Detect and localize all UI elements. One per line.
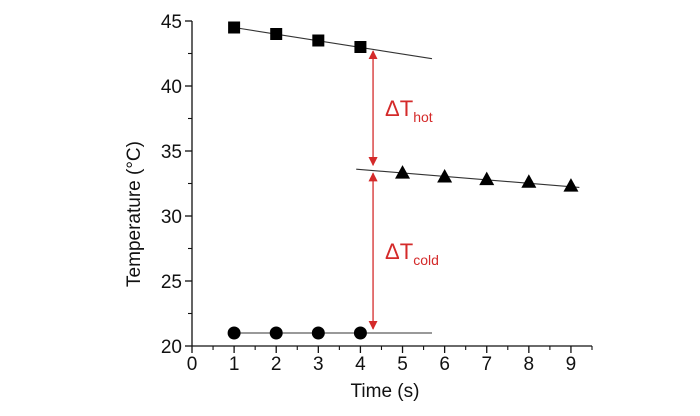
data-point-triangle (437, 169, 453, 183)
x-tick-label: 1 (229, 354, 240, 375)
y-tick-label: 25 (161, 272, 182, 293)
fit-line-square (234, 26, 433, 60)
x-axis-title: Time (s) (351, 381, 420, 402)
y-tick-label: 45 (161, 12, 182, 33)
fit-line-triangle (356, 168, 580, 188)
data-point-square (228, 21, 241, 34)
data-point-circle (227, 326, 241, 340)
x-tick-label: 7 (481, 354, 492, 375)
x-tick-label: 6 (439, 354, 450, 375)
data-point-triangle (563, 178, 579, 192)
y-tick-label: 30 (161, 207, 182, 228)
x-tick-label: 4 (355, 354, 366, 375)
data-point-square (354, 41, 367, 53)
data-point-circle (311, 326, 325, 340)
data-markers (227, 21, 579, 340)
data-point-triangle (395, 165, 411, 179)
data-point-square (270, 28, 283, 40)
x-tick-label: 9 (566, 354, 577, 375)
data-point-circle (269, 326, 283, 340)
data-point-circle (353, 326, 367, 340)
annotations: ΔThot ΔTcold (368, 50, 439, 330)
data-point-square (312, 34, 325, 47)
y-tick-label: 40 (161, 77, 182, 98)
data-point-triangle (479, 171, 495, 186)
y-tick-label: 35 (161, 142, 182, 163)
data-point-triangle (521, 174, 537, 188)
x-tick-label: 0 (187, 354, 198, 375)
y-axis-title: Temperature (°C) (124, 141, 145, 287)
y-tick-label: 20 (161, 337, 182, 358)
x-tick-label: 5 (397, 354, 408, 375)
x-tick-label: 8 (524, 354, 535, 375)
delta-t-hot-label: ΔThot (385, 96, 433, 125)
fit-lines (234, 26, 580, 334)
x-tick-label: 2 (271, 354, 282, 375)
x-tick-label: 3 (313, 354, 324, 375)
delta-t-cold-label: ΔTcold (385, 239, 439, 268)
